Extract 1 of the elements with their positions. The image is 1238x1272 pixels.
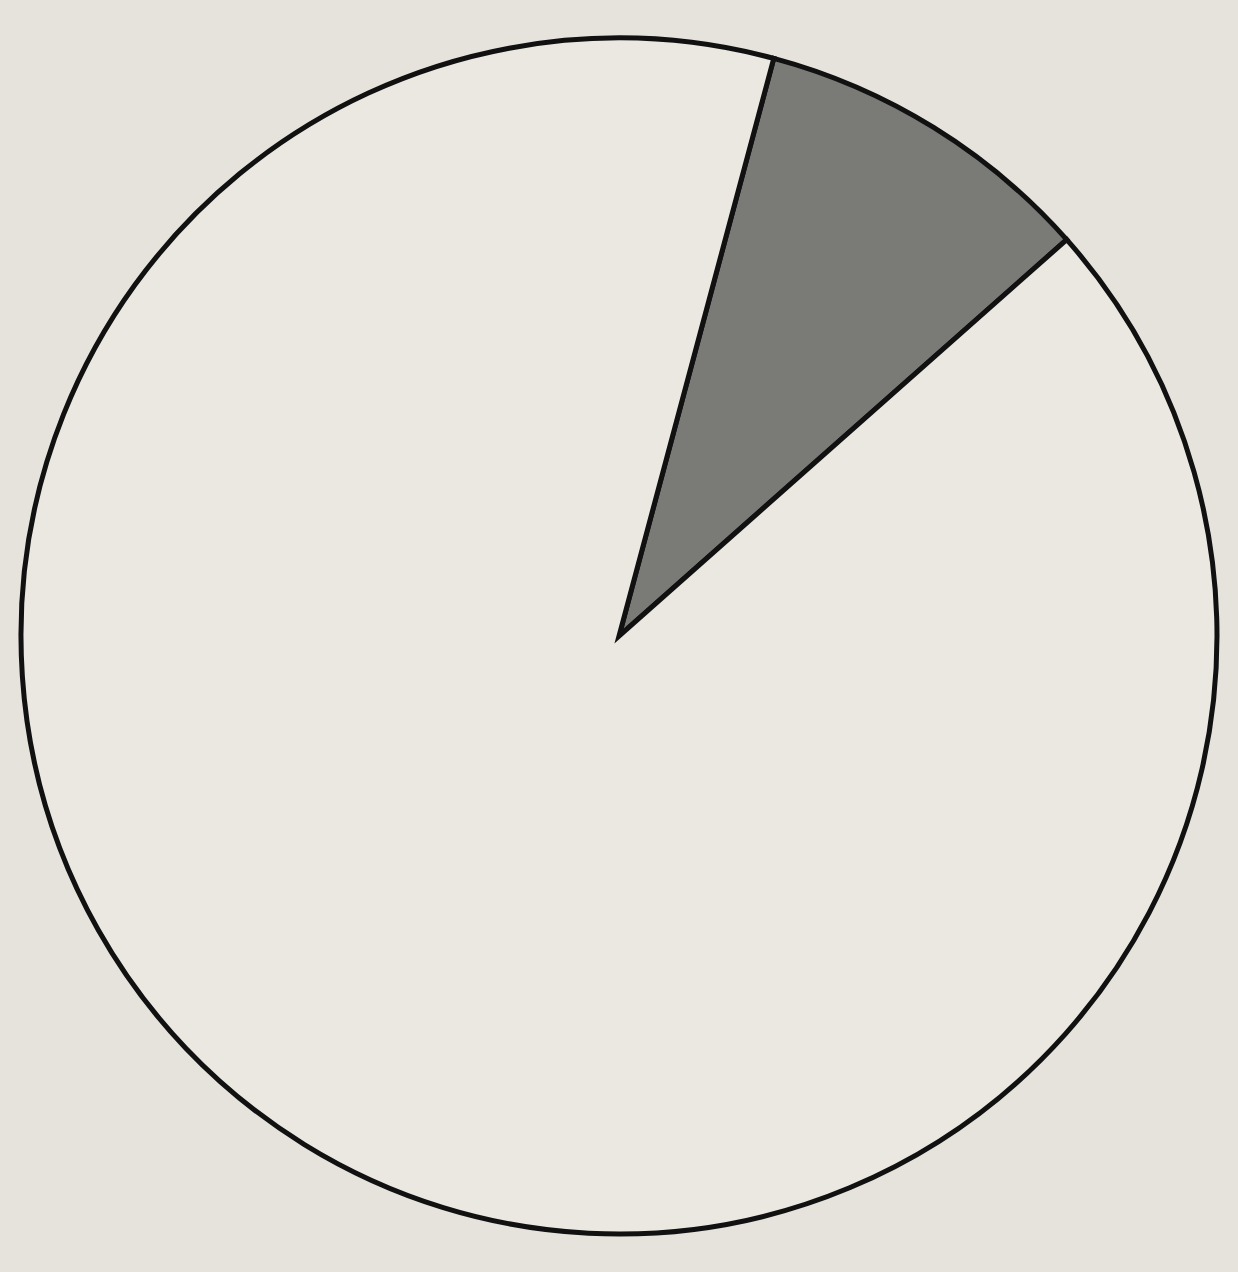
pie-slice — [18, 35, 1219, 1237]
